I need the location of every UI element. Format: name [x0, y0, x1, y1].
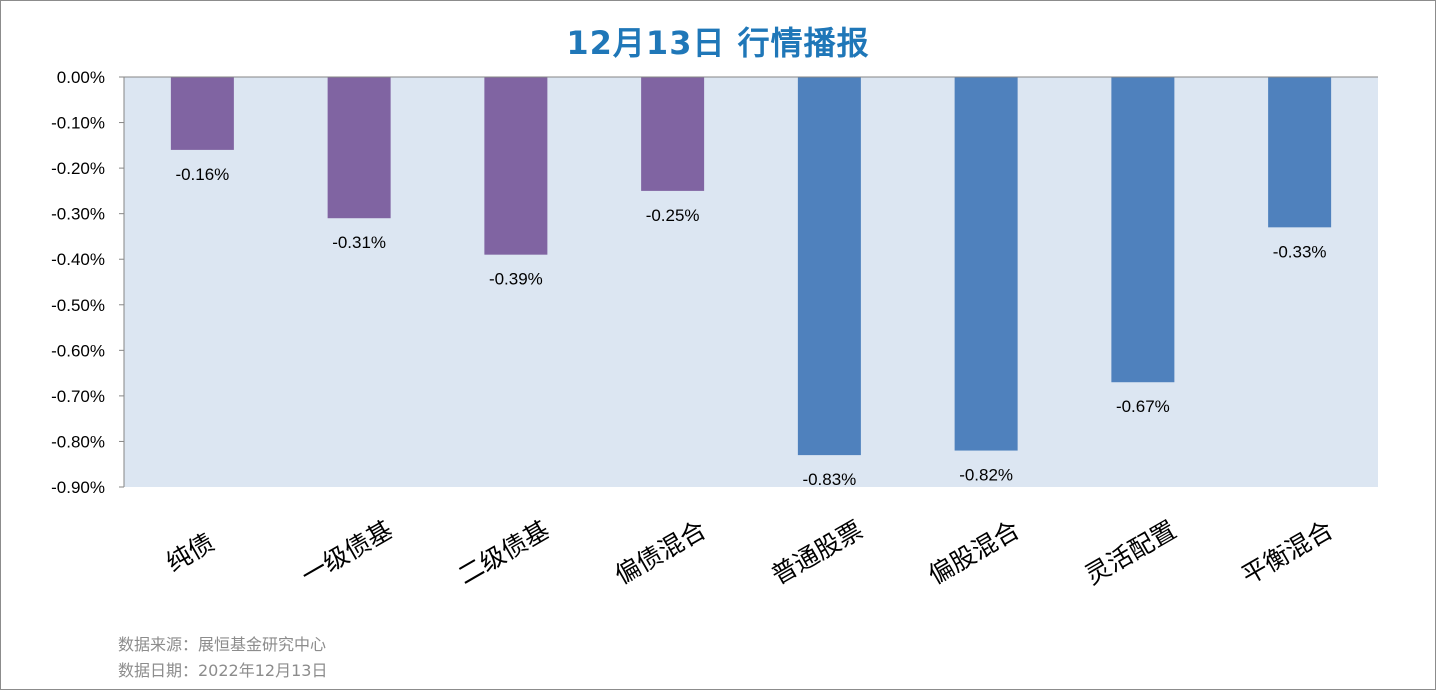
- plot-area: [124, 77, 1378, 487]
- category-label: 平衡混合: [1237, 515, 1338, 590]
- chart-title: 12月13日 行情播报: [566, 24, 870, 62]
- y-tick-label: -0.10%: [51, 114, 105, 133]
- y-tick-label: 0.00%: [57, 68, 105, 87]
- bar: [327, 77, 391, 219]
- bar: [484, 77, 548, 255]
- y-tick-label: -0.20%: [51, 159, 105, 178]
- category-label: 灵活配置: [1080, 515, 1181, 590]
- category-label: 二级债基: [453, 515, 554, 590]
- data-label: -0.39%: [489, 270, 543, 289]
- category-label: 纯债: [161, 528, 219, 578]
- bar: [797, 77, 861, 456]
- category-label: 偏债混合: [610, 515, 711, 590]
- y-tick-label: -0.30%: [51, 205, 105, 224]
- data-label: -0.33%: [1273, 242, 1327, 261]
- data-date-note: 数据日期：2022年12月13日: [118, 661, 328, 680]
- bar: [1268, 77, 1332, 228]
- data-label: -0.25%: [646, 206, 700, 225]
- y-tick-label: -0.90%: [51, 478, 105, 497]
- bar: [170, 77, 234, 150]
- data-label: -0.82%: [959, 466, 1013, 485]
- bar: [1111, 77, 1175, 383]
- y-tick-label: -0.50%: [51, 296, 105, 315]
- y-tick-label: -0.60%: [51, 341, 105, 360]
- category-label: 普通股票: [767, 515, 868, 590]
- data-source-note: 数据来源：展恒基金研究中心: [118, 635, 327, 654]
- data-label: -0.83%: [802, 470, 856, 489]
- data-label: -0.31%: [332, 233, 386, 252]
- category-label: 偏股混合: [923, 515, 1024, 590]
- data-label: -0.67%: [1116, 397, 1170, 416]
- y-tick-label: -0.80%: [51, 432, 105, 451]
- bar: [954, 77, 1018, 451]
- y-tick-label: -0.70%: [51, 387, 105, 406]
- bar: [641, 77, 705, 191]
- category-label: 一级债基: [296, 515, 397, 590]
- data-label: -0.16%: [175, 165, 229, 184]
- y-tick-label: -0.40%: [51, 250, 105, 269]
